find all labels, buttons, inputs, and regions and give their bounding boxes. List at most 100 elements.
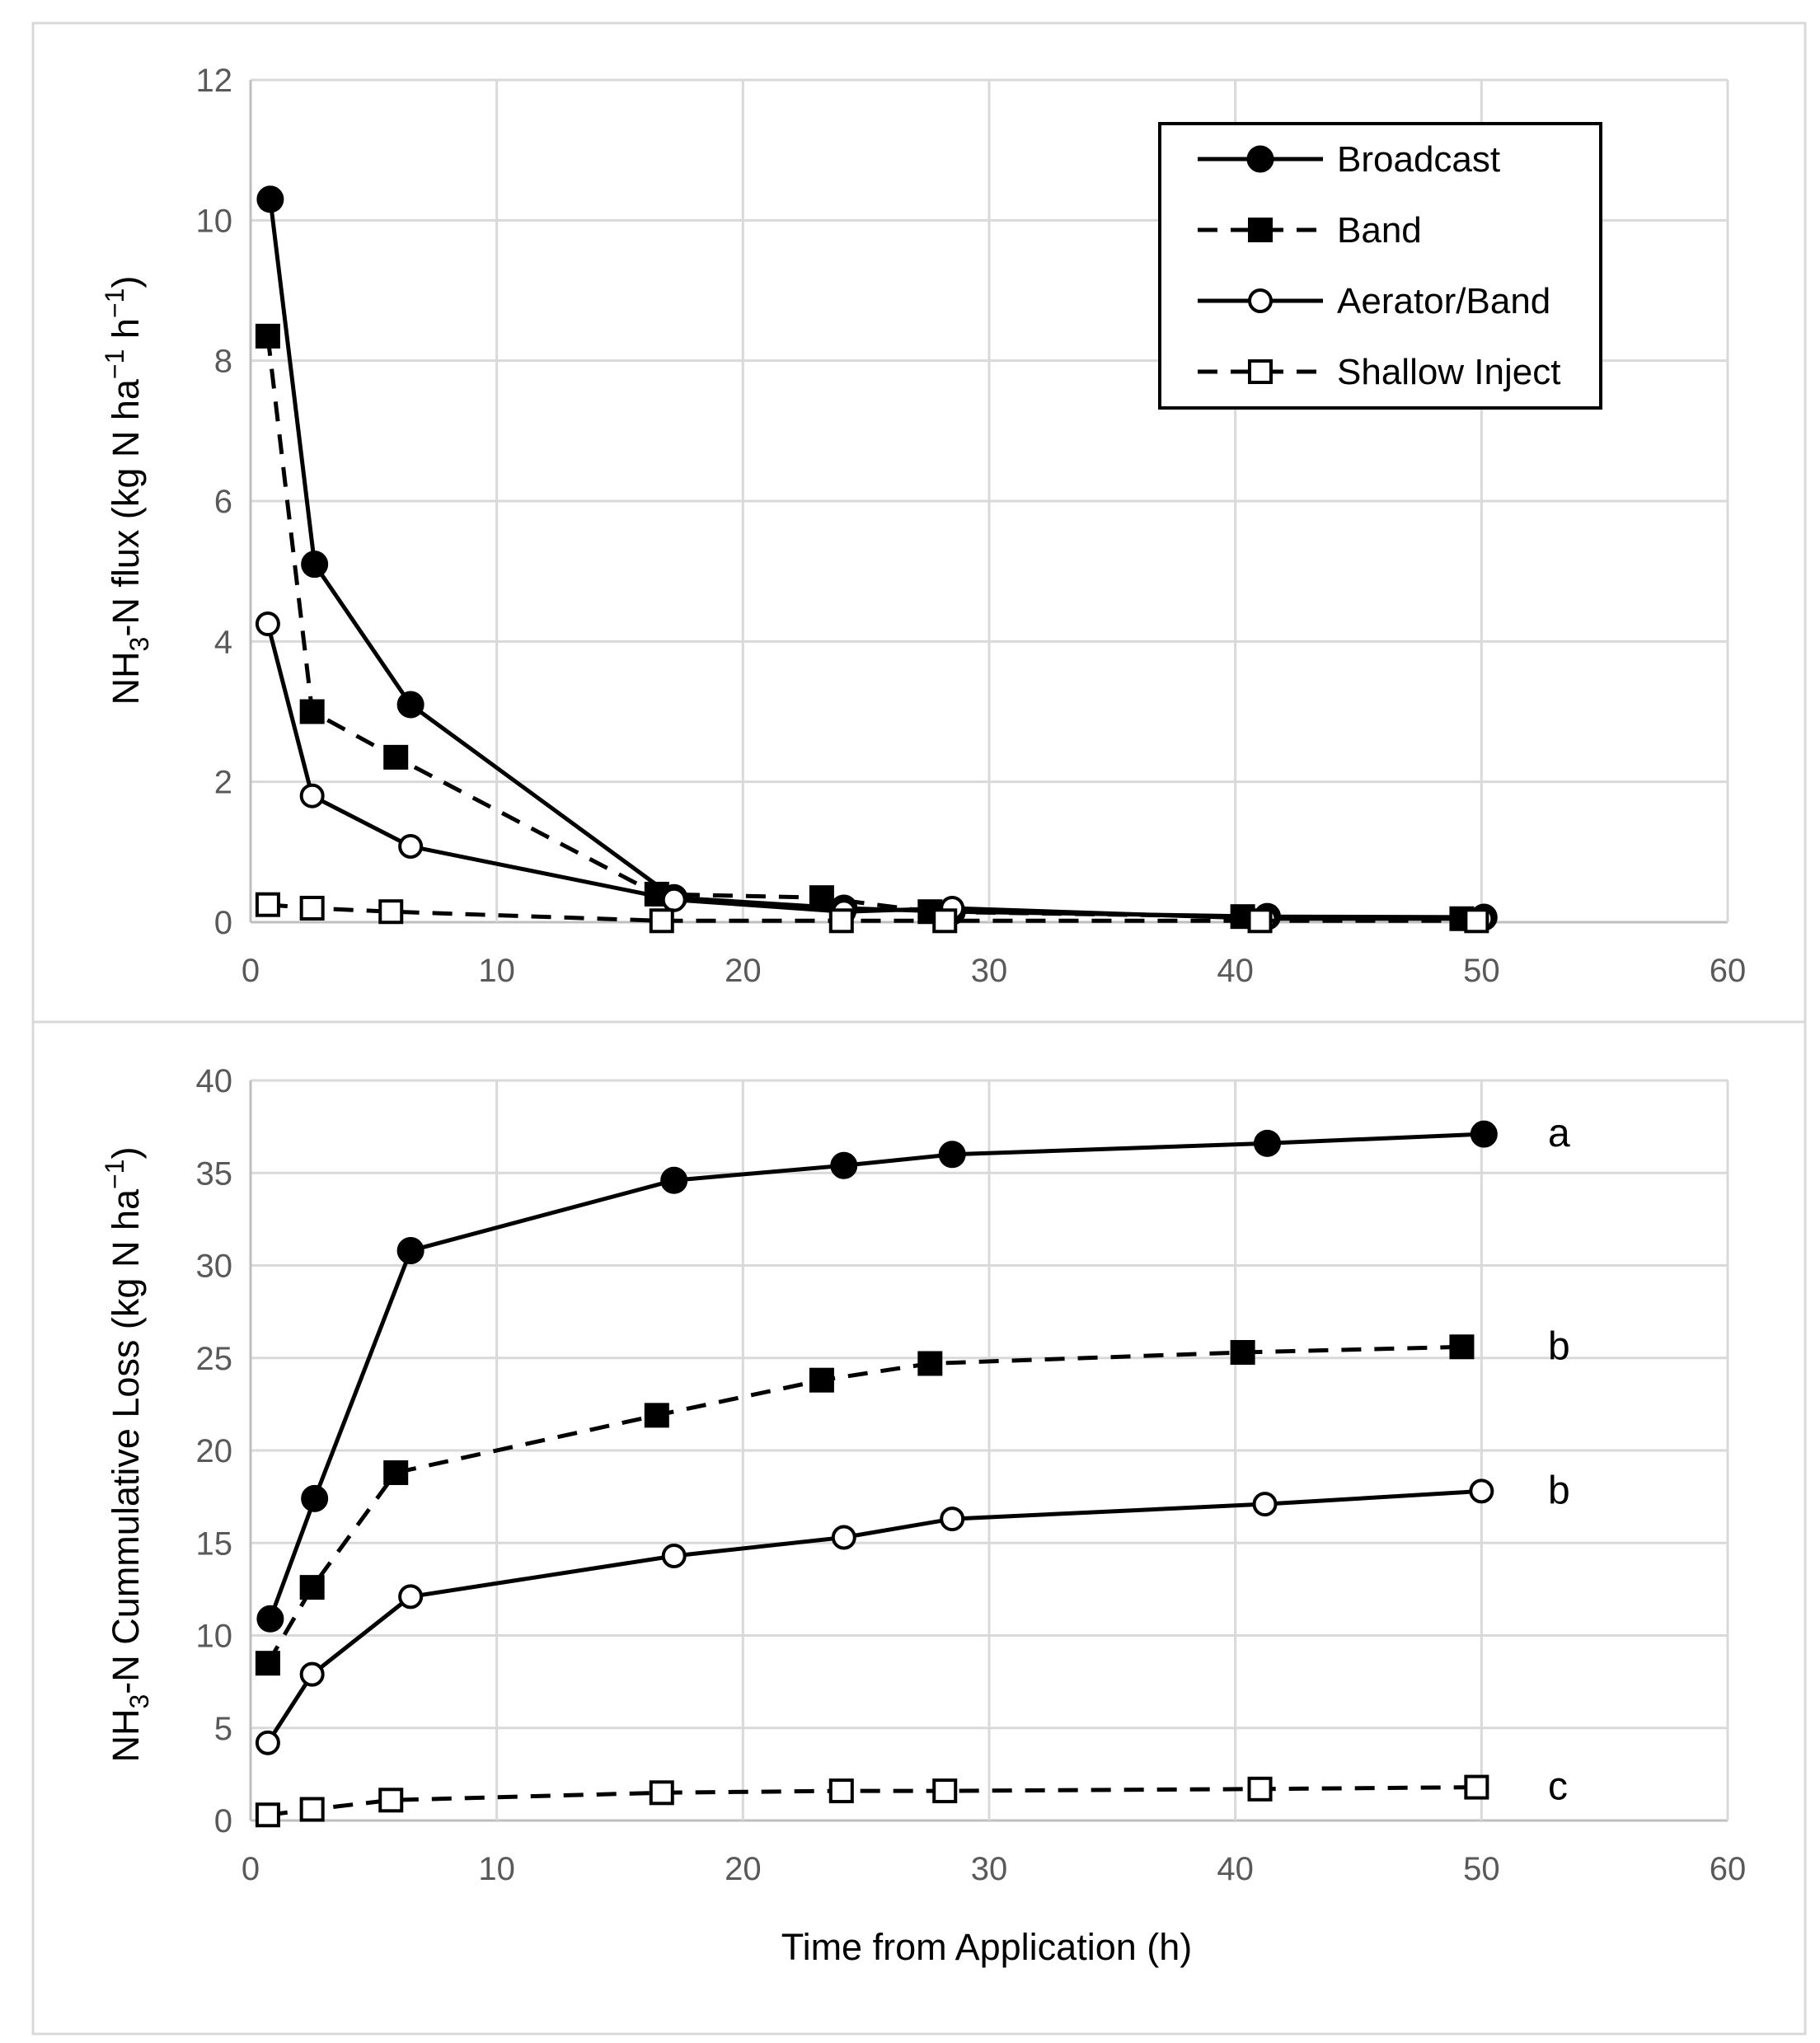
flux-point-shallow-inject [299,895,325,921]
flux-ylabel-sup1: −1 [100,349,129,379]
flux-x-tick-label: 40 [1217,953,1254,989]
cumulative-point-shallow-inject [828,1778,854,1804]
flux-y-tick-label: 0 [214,905,232,941]
cumulative-line-aerator-band [265,1488,1482,1745]
flux-point-aerator-band [255,611,280,637]
flux-point-broadcast [301,551,329,579]
cumulative-y-tick-label: 10 [196,1619,233,1655]
significance-letter-shallow-inject: c [1548,1765,1568,1809]
cumulative-point-band [383,1460,409,1485]
cumulative-tick-labels: 0 5 10 15 20 25 30 35 40 0 10 20 30 40 50 60 [196,1063,1747,1887]
cumulative-point-broadcast [256,1605,284,1633]
cumulative-series-broadcast [256,1120,1498,1633]
cumulative-point-band [255,1651,280,1676]
cumulative-point-broadcast [396,1237,425,1265]
flux-point-aerator-band [661,887,687,912]
flux-x-tick-label: 60 [1710,953,1747,989]
flux-y-tick-label: 4 [214,624,232,660]
cumulative-series-aerator-band [255,1478,1494,1755]
cumulative-panel: 0 5 10 15 20 25 30 35 40 0 10 20 30 40 50 60 a b b c NH3-N… [100,1063,1746,1968]
cumulative-point-shallow-inject [1464,1774,1489,1800]
cumulative-series-band [255,1334,1475,1676]
flux-y-tick-label: 10 [196,203,233,239]
cumulative-point-shallow-inject [1247,1776,1273,1802]
cumulative-point-broadcast [938,1141,966,1169]
cumulative-line-broadcast [268,1132,1485,1620]
significance-letter-broadcast: a [1548,1112,1570,1155]
cumulative-y-tick-label: 0 [214,1803,232,1839]
legend-label-band: Band [1337,210,1422,251]
cumulative-point-shallow-inject [299,1797,325,1822]
cumulative-x-tick-label: 30 [971,1851,1008,1887]
legend-marker-broadcast [1246,145,1274,173]
cumulative-series-shallow-inject [255,1774,1489,1828]
flux-point-band [255,323,280,349]
flux-ylabel-d: ) [105,276,147,288]
x-axis-title: Time from Application (h) [781,1926,1193,1968]
flux-point-shallow-inject [1464,908,1489,934]
legend-box [1158,122,1602,410]
cumulative-ylabel-b: -N Cummulative Loss (kg N ha [105,1188,147,1694]
cumulative-ylabel-c: ) [105,1147,147,1160]
significance-letter-band: b [1548,1324,1570,1368]
cumulative-point-aerator-band [1469,1478,1494,1504]
cumulative-ylabel-sub: 3 [124,1694,154,1709]
legend: Broadcast Band Aerator/Band Shallow Inject [1158,122,1602,410]
flux-point-shallow-inject [378,899,404,925]
cumulative-point-broadcast [301,1484,329,1512]
flux-point-aerator-band [398,834,424,860]
flux-point-shallow-inject [649,908,674,934]
legend-item-shallow-inject: Shallow Inject [1198,352,1560,392]
cumulative-point-broadcast [830,1151,858,1179]
flux-ylabel-a: NH [105,651,147,705]
cumulative-point-band [644,1403,669,1428]
flux-series-shallow-inject [255,892,1489,934]
cumulative-y-tick-label: 30 [196,1249,233,1285]
cumulative-y-tick-label: 20 [196,1433,233,1469]
cumulative-y-tick-label: 35 [196,1155,233,1192]
cumulative-ylabel-sup1: −1 [100,1160,129,1189]
flux-point-broadcast [256,185,284,213]
legend-label-aerator-band: Aerator/Band [1337,281,1550,321]
significance-letters: a b b c [1548,1112,1570,1808]
flux-point-aerator-band [299,783,325,808]
cumulative-y-tick-label: 40 [196,1063,233,1099]
cumulative-point-broadcast [1253,1129,1281,1157]
legend-marker-aerator-band [1248,288,1273,313]
cumulative-ylabel-a: NH [105,1708,147,1762]
flux-y-axis-title: NH3-N flux (kg N ha−1 h−1) [100,276,154,705]
flux-point-band [383,744,409,770]
cumulative-point-aerator-band [661,1543,687,1568]
cumulative-y-tick-label: 5 [214,1711,232,1747]
flux-ylabel-b: -N flux (kg N ha [105,378,147,637]
cumulative-x-tick-label: 40 [1217,1851,1254,1887]
cumulative-point-band [809,1367,834,1393]
cumulative-point-aerator-band [255,1730,280,1755]
cumulative-y-tick-label: 25 [196,1341,233,1377]
flux-y-tick-label: 6 [214,484,232,520]
flux-ylabel-sub: 3 [124,637,154,652]
cumulative-point-aerator-band [940,1506,965,1532]
flux-line-aerator-band [265,623,1482,921]
flux-point-shallow-inject [1247,908,1273,934]
flux-ylabel-c: h [105,318,147,349]
flux-point-band [299,699,325,724]
flux-x-tick-label: 20 [725,953,762,989]
cumulative-point-aerator-band [1252,1492,1278,1517]
cumulative-point-band [299,1575,325,1600]
legend-label-broadcast: Broadcast [1337,139,1500,180]
flux-y-tick-label: 8 [214,344,232,380]
flux-series [255,185,1498,934]
flux-point-broadcast [396,691,425,719]
cumulative-point-shallow-inject [649,1780,674,1806]
flux-x-tick-label: 0 [242,953,260,989]
legend-label-shallow-inject: Shallow Inject [1337,352,1560,392]
legend-marker-band [1248,218,1273,242]
flux-x-tick-label: 10 [478,953,515,989]
cumulative-x-tick-label: 50 [1463,1851,1500,1887]
cumulative-x-tick-label: 60 [1710,1851,1747,1887]
cumulative-line-shallow-inject [267,1785,1477,1817]
legend-item-broadcast: Broadcast [1198,139,1500,180]
cumulative-point-aerator-band [299,1661,325,1687]
cumulative-y-axis-title: NH3-N Cummulative Loss (kg N ha−1) [100,1147,154,1763]
